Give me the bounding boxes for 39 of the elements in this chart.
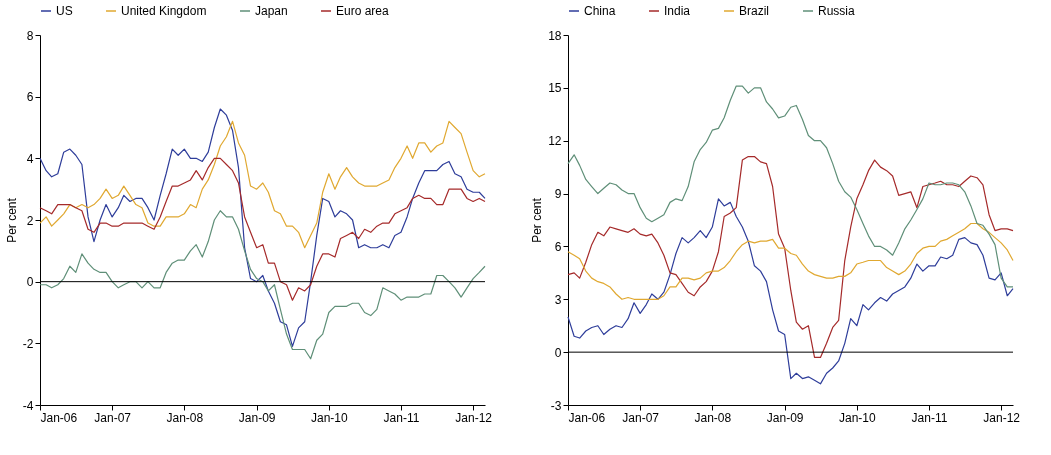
y-axis-title: Per cent [530, 197, 545, 243]
x-tick-label: Jan-09 [766, 410, 804, 425]
y-tick-label: 9 [554, 187, 562, 202]
y-tick-label: 0 [554, 345, 562, 360]
y-tick-label: 8 [26, 28, 34, 43]
y-tick-label: -3 [550, 398, 562, 413]
y-tick-label: 18 [548, 28, 562, 43]
y-tick-label: 4 [26, 151, 34, 166]
legend-label: Russia [818, 4, 856, 18]
legend-label: Japan [255, 4, 288, 18]
y-tick-label: -2 [22, 336, 34, 351]
x-tick-label: Jan-12 [455, 410, 493, 425]
x-tick-label: Jan-08 [166, 410, 204, 425]
legend-label: India [664, 4, 691, 18]
legend-label: Brazil [739, 4, 770, 18]
y-tick-label: 3 [554, 292, 562, 307]
y-tick-label: 6 [26, 90, 34, 105]
x-tick-label: Jan-11 [911, 410, 948, 425]
y-tick-label: 12 [548, 134, 562, 149]
x-tick-label: Jan-10 [838, 410, 876, 425]
y-tick-label: 6 [554, 239, 562, 254]
y-tick-label: -4 [22, 398, 34, 413]
x-tick-label: Jan-09 [238, 410, 276, 425]
legend-label: Euro area [336, 4, 390, 18]
x-tick-label: Jan-07 [622, 410, 660, 425]
legend-label: China [584, 4, 616, 18]
x-tick-label: Jan-07 [94, 410, 132, 425]
x-tick-label: Jan-08 [694, 410, 732, 425]
x-tick-label: Jan-11 [383, 410, 420, 425]
legend-label: US [56, 4, 73, 18]
y-tick-label: 2 [26, 213, 34, 228]
y-tick-label: 15 [548, 81, 562, 96]
x-tick-label: Jan-10 [310, 410, 348, 425]
legend-label: United Kingdom [121, 4, 207, 18]
y-tick-label: 0 [26, 275, 34, 290]
y-axis-title: Per cent [4, 197, 19, 243]
x-tick-label: Jan-06 [40, 410, 78, 425]
x-tick-label: Jan-12 [983, 410, 1021, 425]
x-tick-label: Jan-06 [568, 410, 606, 425]
